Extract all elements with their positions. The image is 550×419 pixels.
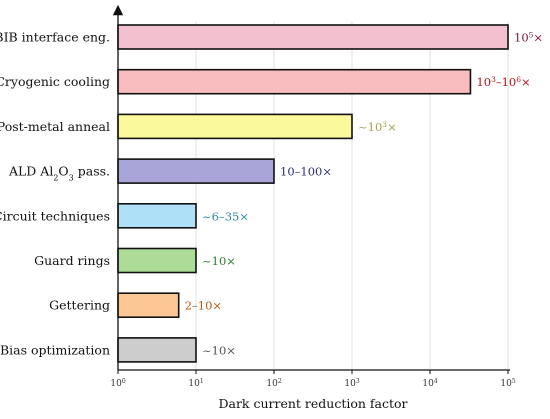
x-tick-label: 103 <box>344 378 359 390</box>
category-label: ALD Al2O3 pass. <box>8 164 110 183</box>
data-label: ~10× <box>202 254 236 268</box>
category-label: Bias optimization <box>0 342 110 357</box>
x-tick-label: 104 <box>422 378 437 390</box>
x-tick-label: 101 <box>188 378 203 390</box>
data-label: ~10× <box>202 343 236 357</box>
bar <box>117 158 275 184</box>
x-axis-title: Dark current reduction factor <box>218 396 407 411</box>
data-label: ~103× <box>358 119 397 134</box>
bar <box>117 203 197 229</box>
x-tick-label: 102 <box>266 378 281 390</box>
bar <box>117 292 180 319</box>
labels: 100 101 102 103 104 105 BIB interface eng. 105×… <box>0 30 543 390</box>
bar <box>117 337 197 363</box>
category-label: Circuit techniques <box>0 208 110 223</box>
data-label: ~6–35× <box>202 209 249 223</box>
category-label: Cryogenic cooling <box>0 74 110 89</box>
bar <box>117 24 509 50</box>
bar <box>117 247 197 274</box>
category-label: Gettering <box>49 298 110 313</box>
bar <box>117 68 472 95</box>
category-label: Guard rings <box>34 253 110 268</box>
bars <box>117 24 509 363</box>
axes <box>112 4 510 374</box>
x-tick-label: 100 <box>110 378 125 390</box>
data-label: 105× <box>514 30 543 45</box>
x-tick-label: 105 <box>500 378 515 390</box>
data-label: 103–106× <box>476 75 530 90</box>
data-label: 10–100× <box>280 165 332 179</box>
category-label: Post-metal anneal <box>0 119 110 134</box>
category-label: BIB interface eng. <box>0 30 110 45</box>
bar <box>117 113 353 140</box>
data-label: 2–10× <box>185 299 222 313</box>
